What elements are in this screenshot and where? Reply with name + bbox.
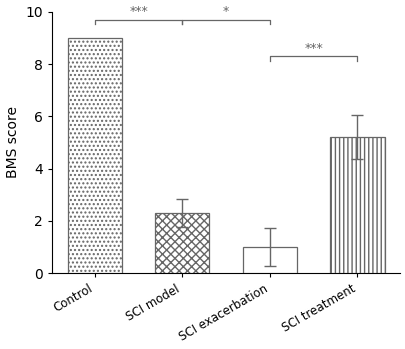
Bar <box>155 213 209 273</box>
Bar <box>242 247 296 273</box>
Bar <box>330 137 384 273</box>
Text: ***: *** <box>129 5 147 18</box>
Text: ***: *** <box>303 42 322 55</box>
Text: *: * <box>222 5 229 18</box>
Y-axis label: BMS score: BMS score <box>6 106 19 178</box>
Bar <box>68 38 122 273</box>
